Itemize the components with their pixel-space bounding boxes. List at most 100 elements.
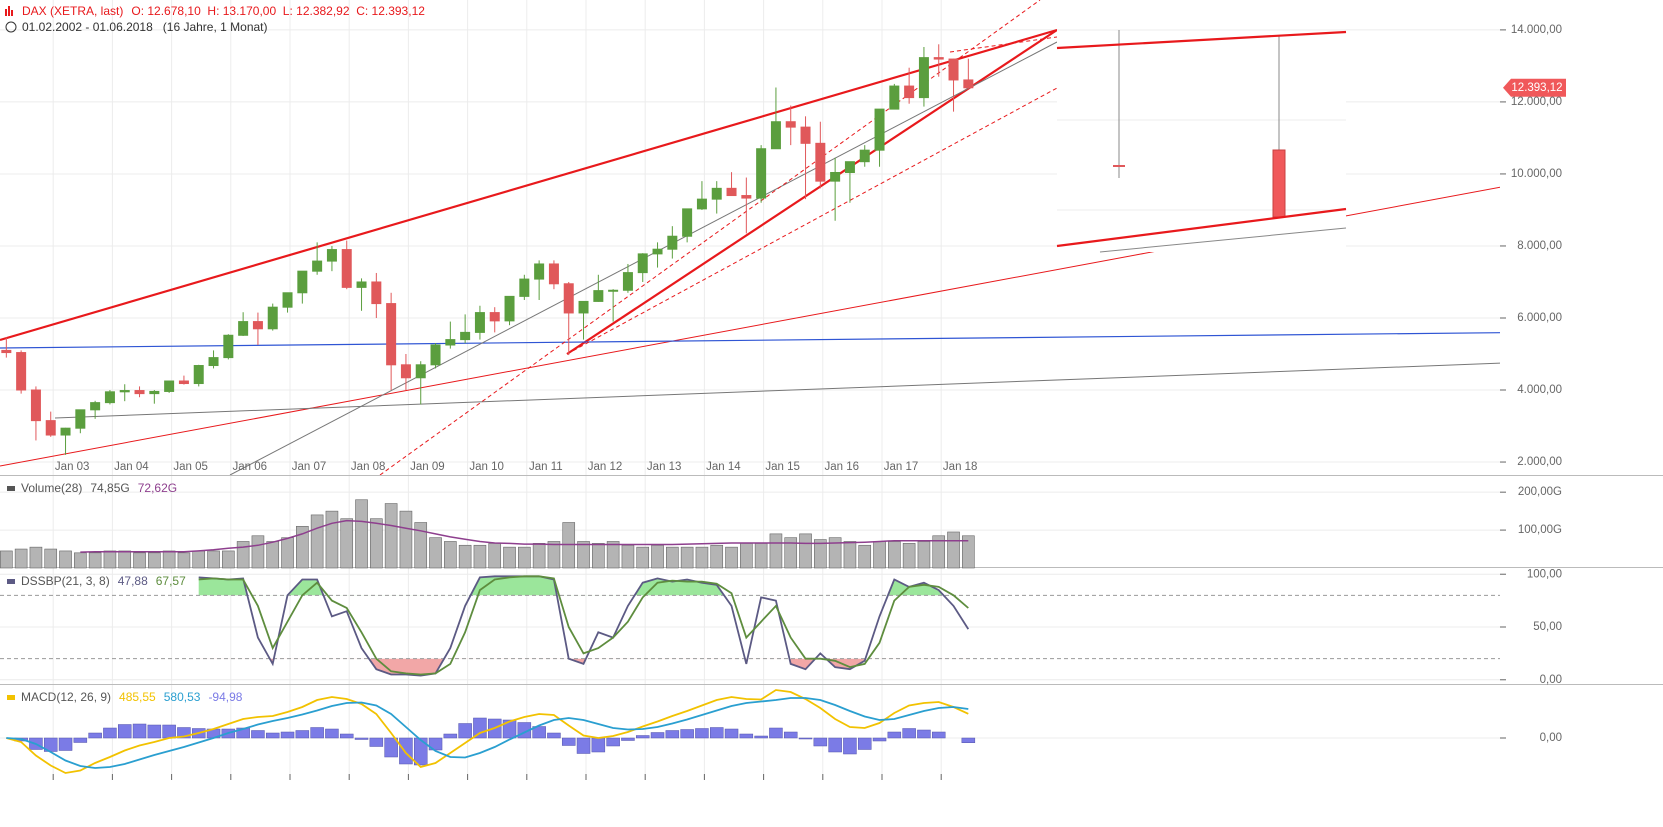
candle-body <box>326 249 337 262</box>
candle-body <box>874 108 885 151</box>
inset-trendline <box>1099 227 1347 253</box>
histogram-bar <box>665 730 680 739</box>
histogram-bar <box>532 726 546 739</box>
histogram-bar <box>695 728 709 739</box>
x-tick-label: Jan 14 <box>706 461 741 473</box>
volume-bar <box>843 541 857 569</box>
volume-bar <box>14 548 28 569</box>
volume-bar <box>29 546 43 569</box>
macd-line <box>6 697 969 769</box>
candle-body <box>918 57 929 99</box>
candle-body <box>90 402 101 411</box>
volume-bar <box>621 544 635 569</box>
legend-readout: 74,85G <box>90 481 129 495</box>
ohlc-readout: O: 12.678,10 H: 13.170,00 L: 12.382,92 C… <box>131 4 425 18</box>
volume-bar <box>281 537 294 569</box>
candle-body <box>933 57 944 60</box>
candle-body <box>637 253 648 274</box>
candle-body <box>608 289 619 292</box>
volume-bar <box>547 541 561 569</box>
volume-bar <box>384 503 398 569</box>
histogram-bar <box>310 727 324 739</box>
volume-bar <box>488 543 502 569</box>
histogram-bar <box>872 737 887 742</box>
trendlines <box>0 0 1500 475</box>
period-text: (16 Jahre, 1 Monat) <box>163 20 268 34</box>
x-tick-label: Jan 07 <box>292 461 327 473</box>
x-tick-label: Jan 03 <box>55 461 90 473</box>
volume-bar <box>695 546 709 569</box>
histogram-bar <box>339 733 354 739</box>
labels: DAX (XETRA, last) 01.02.2002 - 01.06.201… <box>5 4 1563 744</box>
volume-bar <box>236 541 250 569</box>
histogram-bar <box>473 717 487 739</box>
legend-readout: 580,53 <box>164 690 201 704</box>
y-tick-label: 10.000,00 <box>1511 168 1562 180</box>
candle-body <box>75 409 86 429</box>
candle-body <box>504 295 515 322</box>
histogram-bar <box>399 737 413 765</box>
volume-bar <box>207 550 220 569</box>
candle-body <box>1 349 12 354</box>
x-tick-label: Jan 12 <box>588 461 623 473</box>
volume-bar <box>636 546 650 569</box>
histogram-bar <box>177 727 191 739</box>
histogram-bar <box>769 727 783 739</box>
histogram-bar <box>251 730 265 739</box>
legend-swatch <box>7 579 15 584</box>
candle-body <box>578 300 589 314</box>
y-tick-label: 100,00G <box>1518 524 1562 536</box>
volume-bar <box>296 525 309 569</box>
volume-bar <box>725 546 738 569</box>
volume-bar <box>370 518 383 569</box>
candle-body <box>223 334 234 359</box>
candle-body <box>134 390 145 395</box>
last-price-tag <box>1503 78 1566 97</box>
candle-body <box>415 364 426 379</box>
volume-bar <box>148 552 161 569</box>
candle-body <box>534 263 545 280</box>
volume-bar <box>103 550 117 569</box>
volume-bar <box>118 550 132 569</box>
candle-body <box>60 427 71 436</box>
legend-readout: 72,62G <box>138 481 177 495</box>
inset-trendline <box>1056 30 1347 50</box>
histogram-bar <box>443 733 458 739</box>
panel-title: DSSBP(21, 3, 8) <box>21 574 110 588</box>
volume-bar <box>88 552 102 569</box>
legend-readout: -94,98 <box>208 690 242 704</box>
histogram-bar <box>813 737 828 747</box>
histogram-bar <box>606 737 620 747</box>
volume-bar <box>710 544 724 569</box>
candle-body <box>430 344 441 366</box>
y-tick-label: 0,00 <box>1540 674 1562 686</box>
volume-bar <box>177 552 191 569</box>
last-price-label: 12.393,12 <box>1511 82 1562 94</box>
candle-body <box>652 248 663 255</box>
x-tick-label: Jan 17 <box>884 461 919 473</box>
histogram-bar <box>132 723 147 739</box>
candle-body <box>741 195 752 199</box>
candle-body <box>622 272 633 291</box>
volume-bar <box>340 518 354 569</box>
panel-title: Volume(28) <box>21 481 82 495</box>
trendline <box>566 87 1058 355</box>
histogram-bar <box>635 735 650 739</box>
clock-icon <box>5 21 17 33</box>
macd-line <box>6 689 969 774</box>
histogram-bar <box>369 737 384 747</box>
x-tick-label: Jan 18 <box>943 461 978 473</box>
legend-readout: 47,88 <box>118 574 148 588</box>
volume-bar <box>888 541 901 569</box>
trendline <box>0 28 1058 342</box>
candle-body <box>756 148 767 199</box>
volume-bar <box>740 543 753 569</box>
histogram-bar <box>709 727 724 739</box>
chart-title: DAX (XETRA, last) <box>22 4 123 18</box>
candle-body <box>904 85 915 99</box>
candle-body <box>844 161 855 173</box>
candle-body <box>711 187 722 200</box>
candle-body <box>356 281 367 288</box>
volume-bar <box>74 552 87 569</box>
histogram-bar <box>325 728 339 739</box>
